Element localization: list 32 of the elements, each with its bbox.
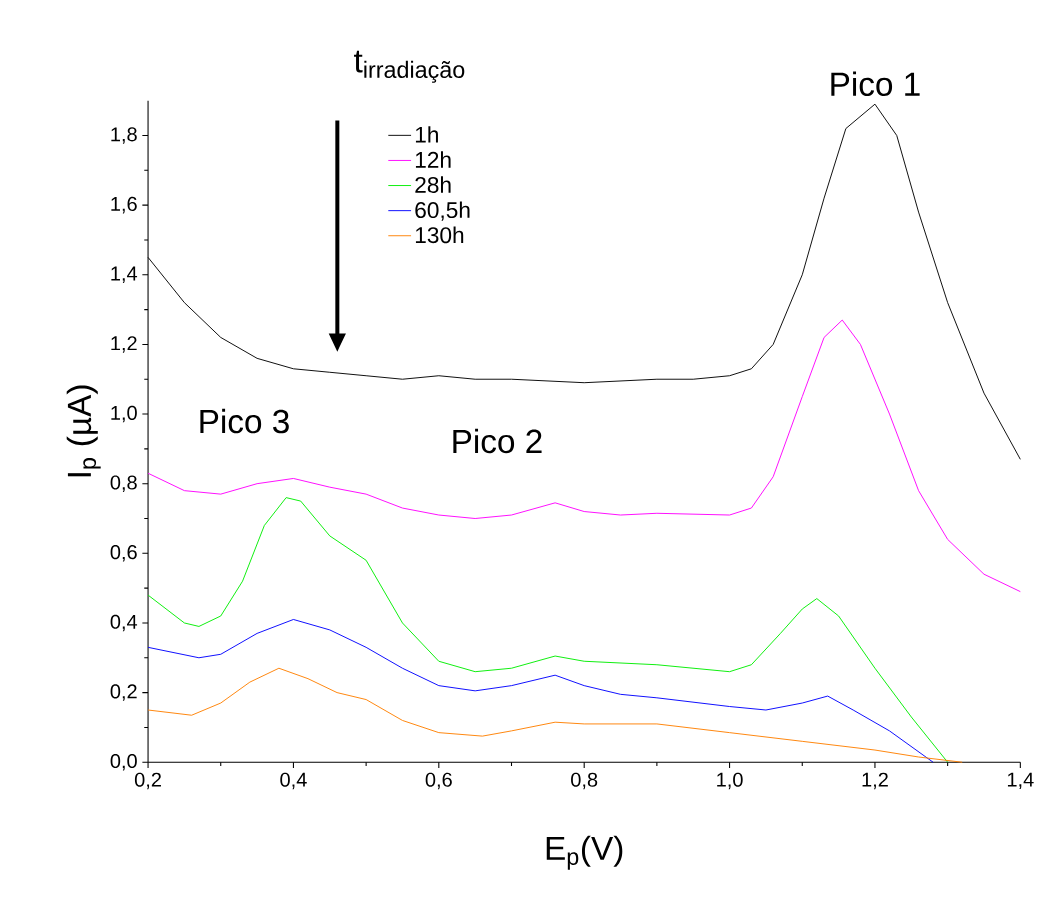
annotation: Pico 1 <box>831 71 920 97</box>
legend-label: 12h <box>415 151 451 168</box>
y-tick-label: 0,0 <box>110 753 137 771</box>
line-series <box>147 619 934 763</box>
y-tick-label: 0,6 <box>110 545 137 562</box>
x-axis-title: E$_{p}$(V) <box>546 835 623 870</box>
y-tick-label: 1,0 <box>111 405 137 423</box>
x-tick-label: 1,4 <box>1007 772 1034 789</box>
line-series <box>147 497 949 763</box>
y-tick-label: 1,6 <box>111 196 137 214</box>
line-series <box>147 667 963 763</box>
line-series <box>147 319 1021 593</box>
legend-label: 1h <box>415 126 438 143</box>
x-tick-label: 0,8 <box>571 772 598 790</box>
x-tick-label: 0,2 <box>134 772 161 790</box>
y-tick-label: 0,4 <box>110 614 138 632</box>
legend-label: 28h <box>415 176 451 194</box>
x-tick-label: 1,2 <box>862 772 888 790</box>
y-tick-label: 1,8 <box>111 127 137 144</box>
y-tick-label: 0,2 <box>110 684 137 701</box>
y-tick-label: 1,4 <box>111 266 138 283</box>
y-tick-label: 0,8 <box>110 475 137 492</box>
x-tick-label: 1,0 <box>717 772 743 790</box>
y-axis-title: I$_{p}$ (µA) <box>66 385 101 477</box>
annotation: Pico 2 <box>453 428 542 454</box>
x-tick-label: 0,4 <box>280 772 307 790</box>
annotation: Pico 3 <box>200 408 289 434</box>
text: $\mathrm{t}_{\text{irradiação}}$ <box>354 50 465 83</box>
legend-label: 130h <box>415 226 464 244</box>
legend-label: 60,5h <box>415 201 470 221</box>
y-tick-label: 1,2 <box>111 336 137 353</box>
x-tick-label: 0,6 <box>425 772 452 790</box>
